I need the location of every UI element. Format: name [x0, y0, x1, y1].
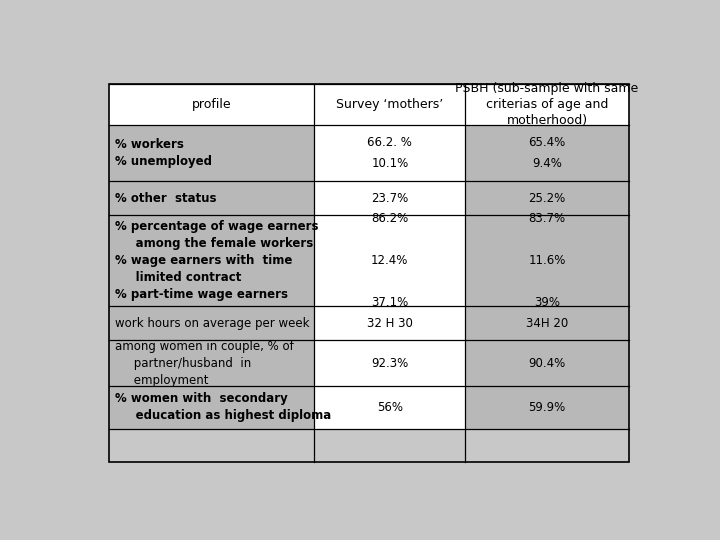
Text: 92.3%: 92.3% — [372, 356, 408, 370]
Bar — [315, 386, 465, 429]
Text: % women with  secondary
     education as highest diploma: % women with secondary education as high… — [114, 393, 330, 422]
Bar — [109, 125, 315, 181]
Text: 56%: 56% — [377, 401, 402, 414]
Text: 83.7%

11.6%

39%: 83.7% 11.6% 39% — [528, 212, 566, 309]
Bar — [109, 84, 629, 125]
Text: Survey ‘mothers’: Survey ‘mothers’ — [336, 98, 444, 111]
Bar — [465, 386, 629, 429]
Bar — [315, 181, 465, 215]
Bar — [109, 386, 315, 429]
Bar — [109, 340, 315, 386]
Text: 23.7%: 23.7% — [372, 192, 408, 205]
Bar — [109, 181, 315, 215]
Text: 59.9%: 59.9% — [528, 401, 566, 414]
Text: % workers
% unemployed: % workers % unemployed — [114, 138, 212, 168]
Bar — [315, 306, 465, 340]
Text: 65.4%
9.4%: 65.4% 9.4% — [528, 136, 566, 170]
Text: among women in couple, % of
     partner/husband  in
     employment: among women in couple, % of partner/husb… — [114, 340, 293, 387]
Bar — [109, 306, 315, 340]
Bar — [315, 340, 465, 386]
Bar — [315, 125, 465, 181]
Bar — [465, 215, 629, 306]
Text: PSBH (sub-sample with same
criterias of age and
motherhood): PSBH (sub-sample with same criterias of … — [456, 82, 639, 127]
Bar — [315, 215, 465, 306]
Text: 86.2%

12.4%

37.1%: 86.2% 12.4% 37.1% — [371, 212, 408, 309]
Bar — [465, 181, 629, 215]
Bar — [465, 340, 629, 386]
Text: 66.2. %
10.1%: 66.2. % 10.1% — [367, 136, 413, 170]
Text: 32 H 30: 32 H 30 — [367, 316, 413, 329]
Text: 25.2%: 25.2% — [528, 192, 566, 205]
Text: % other  status: % other status — [114, 192, 216, 205]
Bar — [109, 215, 315, 306]
Text: % percentage of wage earners
     among the female workers
% wage earners with  : % percentage of wage earners among the f… — [114, 220, 318, 301]
Text: 90.4%: 90.4% — [528, 356, 566, 370]
Text: work hours on average per week: work hours on average per week — [114, 316, 309, 329]
Text: 34H 20: 34H 20 — [526, 316, 568, 329]
Text: profile: profile — [192, 98, 232, 111]
Bar — [465, 125, 629, 181]
Bar — [465, 306, 629, 340]
